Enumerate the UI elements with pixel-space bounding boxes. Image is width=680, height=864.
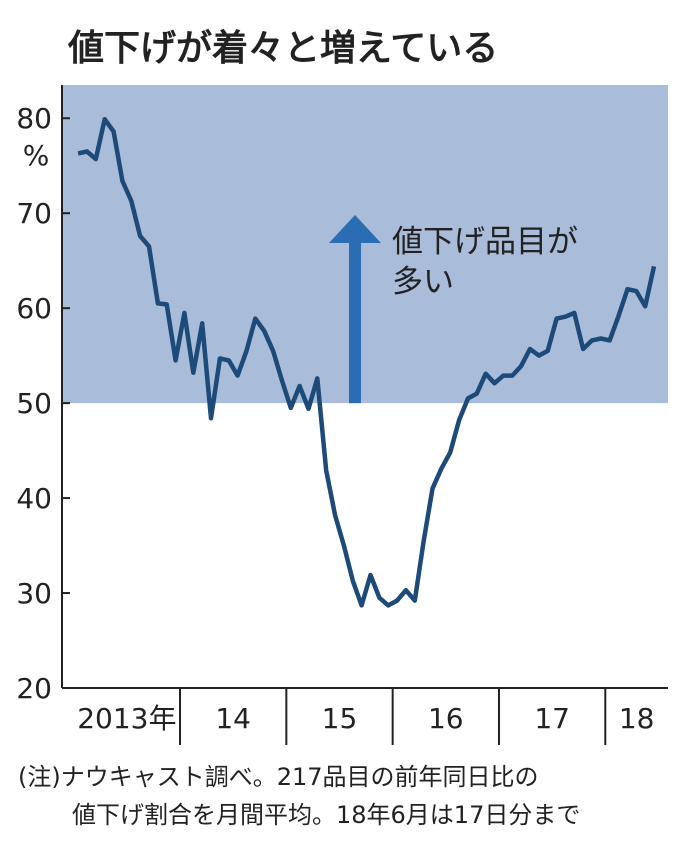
x-tick-label: 18 [619,702,655,735]
x-tick-label: 17 [534,702,570,735]
y-unit: % [23,139,50,172]
arrow-head [329,215,381,243]
x-tick-label: 15 [322,702,358,735]
y-tick-label: 70 [16,197,52,230]
x-tick-label: 2013年 [77,702,176,735]
note: (注)ナウキャスト調べ。217品目の前年同日比の [18,763,539,791]
y-tick-label: 30 [16,577,52,610]
data-line [77,116,657,608]
annotation: 多い [392,264,454,300]
chart-title: 値下げが着々と増えている [67,28,498,69]
y-tick-label: 60 [16,292,52,325]
annotation: 値下げ品目が [392,224,578,260]
x-tick-label: 14 [215,702,251,735]
x-tick-label: 16 [428,702,464,735]
y-tick-label: 80 [16,102,52,135]
y-tick-label: 20 [16,672,52,705]
y-tick-label: 50 [16,387,52,420]
note: 値下げ割合を月間平均。18年6月は17日分まで [72,801,580,829]
y-tick-label: 40 [16,482,52,515]
highlight-band [62,85,668,404]
